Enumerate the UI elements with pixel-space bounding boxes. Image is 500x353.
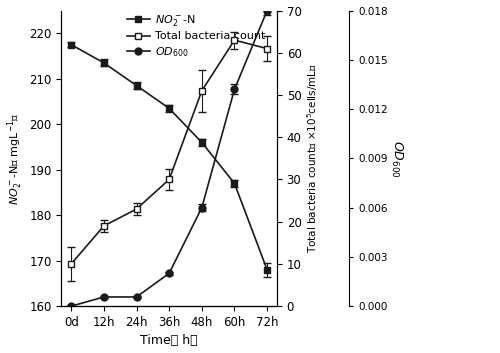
Y-axis label: $NO_2^-$-N（ mgL$^{-1}$）: $NO_2^-$-N（ mgL$^{-1}$） <box>6 112 25 205</box>
Y-axis label: $OD_{600}$: $OD_{600}$ <box>390 139 404 177</box>
Y-axis label: Total bacteria count（ ×$10^5$cells/mL）: Total bacteria count（ ×$10^5$cells/mL） <box>306 63 320 253</box>
Legend: $NO_2^-$-N, Total bacteria count, $OD_{600}$: $NO_2^-$-N, Total bacteria count, $OD_{6… <box>128 13 266 59</box>
X-axis label: Time（ h）: Time（ h） <box>140 334 198 347</box>
